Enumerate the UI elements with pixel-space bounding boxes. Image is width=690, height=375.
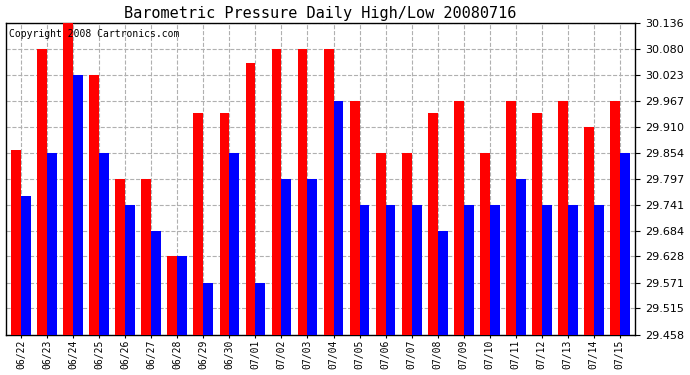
Bar xyxy=(402,153,412,334)
Bar xyxy=(464,204,473,334)
Bar xyxy=(515,179,526,334)
Bar xyxy=(297,49,308,334)
Bar xyxy=(246,63,255,334)
Title: Barometric Pressure Daily High/Low 20080716: Barometric Pressure Daily High/Low 20080… xyxy=(124,6,517,21)
Bar xyxy=(141,179,151,334)
Bar xyxy=(359,204,369,334)
Bar xyxy=(219,113,229,334)
Bar xyxy=(350,101,359,334)
Bar xyxy=(437,231,448,334)
Bar xyxy=(375,153,386,334)
Bar xyxy=(333,101,344,334)
Bar xyxy=(454,101,464,334)
Bar xyxy=(506,101,515,334)
Bar xyxy=(90,75,99,334)
Bar xyxy=(151,231,161,334)
Bar xyxy=(428,113,437,334)
Bar xyxy=(63,23,73,334)
Bar xyxy=(324,49,333,334)
Bar xyxy=(532,113,542,334)
Bar xyxy=(308,179,317,334)
Bar xyxy=(386,204,395,334)
Bar xyxy=(568,204,578,334)
Bar xyxy=(272,49,282,334)
Bar xyxy=(542,204,552,334)
Bar xyxy=(47,153,57,334)
Bar xyxy=(282,179,291,334)
Bar xyxy=(177,256,187,334)
Bar xyxy=(480,153,490,334)
Bar xyxy=(99,153,109,334)
Bar xyxy=(168,256,177,334)
Bar xyxy=(193,113,204,334)
Bar xyxy=(490,204,500,334)
Bar xyxy=(11,150,21,334)
Text: Copyright 2008 Cartronics.com: Copyright 2008 Cartronics.com xyxy=(9,29,179,39)
Bar xyxy=(412,204,422,334)
Bar xyxy=(115,179,126,334)
Bar xyxy=(558,101,568,334)
Bar xyxy=(126,204,135,334)
Bar xyxy=(37,49,47,334)
Bar xyxy=(73,75,83,334)
Bar xyxy=(255,283,266,334)
Bar xyxy=(594,204,604,334)
Bar xyxy=(620,153,630,334)
Bar xyxy=(584,127,594,335)
Bar xyxy=(21,196,31,334)
Bar xyxy=(229,153,239,334)
Bar xyxy=(610,101,620,334)
Bar xyxy=(204,283,213,334)
